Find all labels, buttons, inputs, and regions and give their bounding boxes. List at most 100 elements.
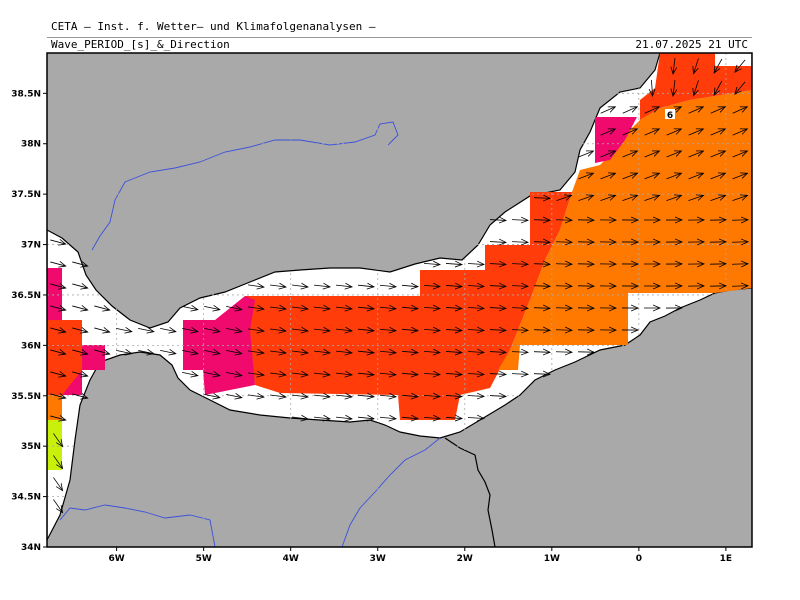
direction-arrow: [314, 307, 330, 309]
direction-arrow: [673, 58, 675, 74]
direction-arrow: [622, 151, 638, 158]
direction-arrow: [94, 328, 109, 332]
direction-arrow: [489, 242, 506, 243]
direction-arrow: [50, 306, 65, 310]
direction-arrow: [467, 308, 484, 309]
direction-arrow: [533, 264, 550, 265]
direction-arrow: [666, 129, 682, 136]
direction-arrow: [732, 173, 748, 180]
direction-arrow: [467, 352, 484, 353]
direction-arrow: [314, 351, 330, 353]
direction-arrow: [688, 173, 704, 180]
direction-arrow: [467, 396, 484, 397]
lon-tick-label: 3W: [370, 554, 386, 564]
direction-arrow: [226, 394, 242, 397]
direction-arrow: [732, 195, 747, 202]
direction-arrow: [292, 373, 308, 375]
direction-arrow: [401, 285, 418, 286]
direction-arrow: [511, 264, 528, 265]
direction-arrow: [50, 394, 65, 398]
header-datetime: 21.07.2025 21 UTC: [635, 38, 748, 51]
direction-arrow: [644, 151, 660, 158]
lon-tick-label: 5W: [196, 554, 212, 564]
direction-arrow: [72, 372, 87, 376]
direction-arrow: [622, 173, 638, 180]
lat-tick-label: 36N: [21, 341, 41, 351]
direction-arrow: [735, 59, 746, 72]
direction-arrow: [53, 455, 62, 468]
direction-arrow: [336, 307, 352, 309]
direction-arrow: [160, 328, 176, 331]
direction-arrow: [248, 329, 264, 331]
direction-arrow: [533, 308, 550, 309]
direction-arrow: [204, 328, 220, 331]
direction-arrow: [731, 264, 748, 265]
direction-arrow: [644, 195, 659, 202]
direction-arrow: [270, 351, 286, 353]
direction-arrow: [72, 350, 87, 354]
direction-arrow: [489, 396, 506, 397]
direction-arrow: [204, 394, 220, 397]
direction-arrow: [357, 351, 374, 353]
direction-arrow: [292, 351, 308, 353]
lat-tick-label: 36.5N: [11, 291, 41, 301]
direction-arrow: [379, 351, 396, 352]
wave-period-field: [47, 53, 752, 470]
direction-arrow: [72, 306, 87, 310]
direction-arrow: [204, 372, 220, 375]
direction-arrow: [401, 351, 418, 352]
lon-tick-label: 1E: [720, 554, 732, 564]
lat-tick-label: 35.5N: [11, 392, 41, 402]
direction-arrow: [270, 373, 286, 375]
direction-arrow: [292, 307, 308, 309]
direction-arrow: [714, 80, 723, 95]
direction-arrow: [489, 308, 506, 309]
direction-arrow: [731, 242, 748, 243]
direction-arrow: [489, 220, 506, 221]
direction-arrow: [182, 306, 198, 309]
lat-tick-label: 35N: [21, 442, 41, 452]
contour-label-text: 6: [667, 111, 673, 121]
direction-arrow: [710, 129, 726, 136]
period-zone-lime-atlantic: [47, 420, 62, 470]
direction-arrow: [248, 307, 264, 309]
direction-arrow: [50, 328, 65, 332]
direction-arrow: [644, 173, 660, 180]
direction-arrow: [182, 328, 198, 331]
direction-arrow: [336, 395, 352, 397]
river-moulouya: [341, 437, 441, 547]
direction-arrow: [138, 350, 154, 353]
direction-arrow: [292, 417, 308, 419]
direction-arrow: [336, 351, 352, 353]
direction-arrow: [50, 350, 65, 354]
border-line: [444, 437, 496, 547]
direction-arrow: [511, 242, 528, 243]
direction-arrow: [379, 395, 396, 396]
direction-arrow: [578, 173, 594, 180]
direction-arrow: [556, 195, 571, 202]
direction-arrow: [248, 373, 264, 375]
direction-arrow: [489, 264, 506, 265]
direction-arrow: [732, 129, 748, 136]
period-zone-orange-atlantic: [47, 395, 62, 420]
wave-direction-arrows: [50, 58, 748, 512]
direction-arrow: [357, 329, 374, 331]
direction-arrow: [644, 129, 660, 136]
map-frame: [46, 52, 753, 548]
direction-arrow: [357, 417, 374, 419]
direction-arrow: [489, 352, 506, 353]
direction-arrow: [116, 350, 132, 353]
direction-arrow: [445, 285, 462, 286]
direction-arrow: [533, 352, 550, 353]
direction-arrow: [445, 351, 462, 352]
river-sebou: [59, 504, 216, 547]
lat-tick-label: 34.5N: [11, 493, 41, 503]
direction-arrow: [53, 499, 62, 512]
direction-arrow: [622, 107, 638, 114]
direction-arrow: [533, 220, 550, 221]
direction-arrow: [445, 395, 462, 396]
lon-tick-label: 0: [636, 554, 642, 564]
direction-arrow: [423, 373, 440, 374]
period-zone-magenta: [183, 296, 255, 395]
lat-tick-label: 37.5N: [11, 190, 41, 200]
